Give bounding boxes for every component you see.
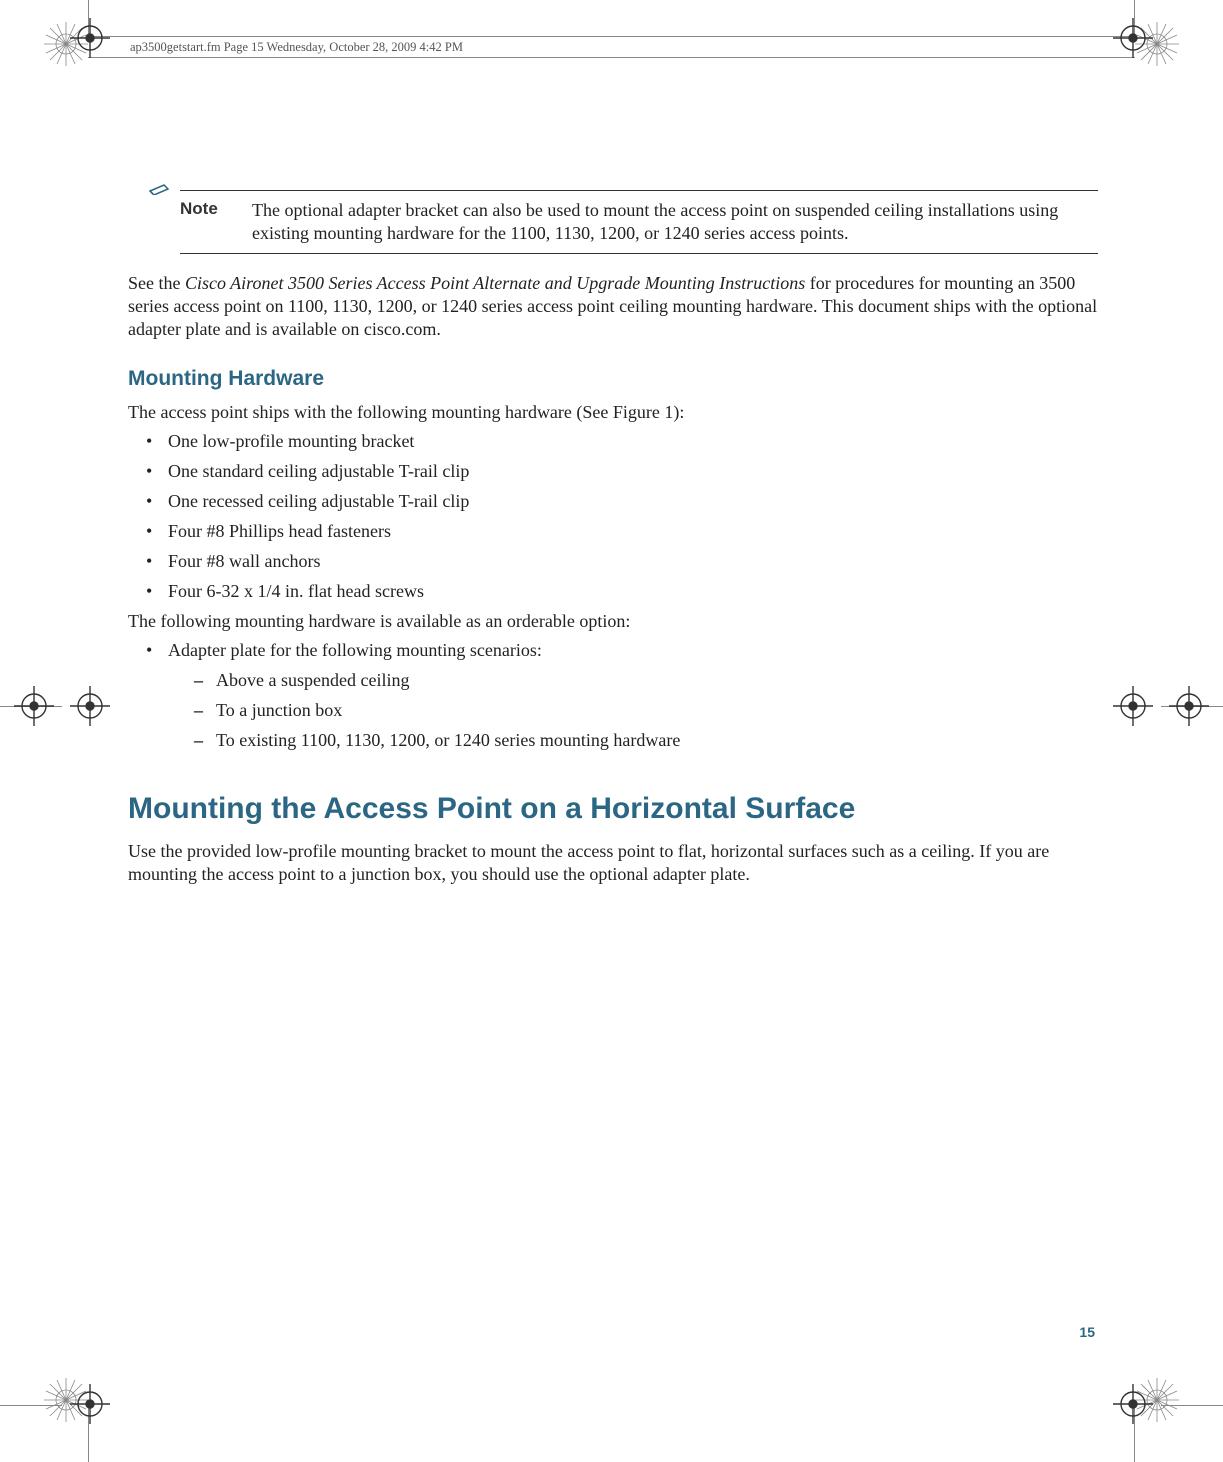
- crosshair-mark-icon: [1169, 686, 1209, 726]
- note-rule-bottom: [180, 253, 1098, 254]
- bullet-list-optional-hardware: Adapter plate for the following mounting…: [146, 639, 1098, 752]
- list-item: Four #8 wall anchors: [146, 550, 1098, 573]
- paragraph-horizontal-surface: Use the provided low-profile mounting br…: [128, 840, 1098, 886]
- paragraph-ships-with: The access point ships with the followin…: [128, 401, 1098, 424]
- note-rule-top: [180, 190, 1098, 191]
- list-item: One low-profile mounting bracket: [146, 430, 1098, 453]
- para1-em: Cisco Aironet 3500 Series Access Point A…: [185, 273, 805, 293]
- list-item: To existing 1100, 1130, 1200, or 1240 se…: [194, 729, 1098, 752]
- heading-mounting-hardware: Mounting Hardware: [128, 367, 1098, 391]
- crosshair-mark-icon: [70, 686, 110, 726]
- note-label: Note: [180, 199, 252, 219]
- note-pencil-icon: [148, 182, 172, 200]
- para1-a: See the: [128, 273, 185, 293]
- crosshair-mark-icon: [70, 18, 110, 58]
- list-item: Four #8 Phillips head fasteners: [146, 520, 1098, 543]
- crosshair-mark-icon: [70, 1384, 110, 1424]
- sub-bullet-list-scenarios: Above a suspended ceiling To a junction …: [194, 669, 1098, 752]
- crosshair-mark-icon: [1113, 1384, 1153, 1424]
- bullet-list-shipped-hardware: One low-profile mounting bracket One sta…: [146, 430, 1098, 603]
- list-item: One standard ceiling adjustable T-rail c…: [146, 460, 1098, 483]
- page-header-text: ap3500getstart.fm Page 15 Wednesday, Oct…: [130, 40, 463, 55]
- list-item: To a junction box: [194, 699, 1098, 722]
- paragraph-orderable-option: The following mounting hardware is avail…: [128, 610, 1098, 633]
- page-content: Note The optional adapter bracket can al…: [128, 190, 1098, 886]
- crosshair-mark-icon: [1113, 686, 1153, 726]
- crosshair-mark-icon: [14, 686, 54, 726]
- crosshair-mark-icon: [1113, 18, 1153, 58]
- list-item: One recessed ceiling adjustable T-rail c…: [146, 490, 1098, 513]
- paragraph-see-instructions: See the Cisco Aironet 3500 Series Access…: [128, 272, 1098, 341]
- list-item: Above a suspended ceiling: [194, 669, 1098, 692]
- page-number: 15: [1079, 1324, 1095, 1340]
- list-item: Four 6-32 x 1/4 in. flat head screws: [146, 580, 1098, 603]
- list-item-text: Adapter plate for the following mounting…: [168, 640, 542, 660]
- heading-mounting-horizontal: Mounting the Access Point on a Horizonta…: [128, 792, 1098, 826]
- list-item: Adapter plate for the following mounting…: [146, 639, 1098, 752]
- note-text: The optional adapter bracket can also be…: [252, 199, 1098, 245]
